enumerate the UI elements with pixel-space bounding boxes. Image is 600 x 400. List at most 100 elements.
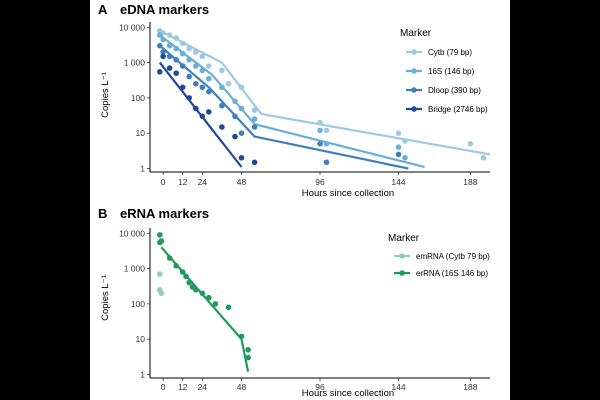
panel-b-data-point-2 <box>225 304 232 311</box>
panel-a-title: eDNA markers <box>120 2 209 17</box>
panel-b-y-tick-label: 10 000 <box>119 228 145 238</box>
panel-a-data-point-4 <box>179 84 186 91</box>
panel-a-data-point-2 <box>395 144 402 150</box>
panel-b-data-point-2 <box>183 273 189 280</box>
panel-a-legend-label-3: Dloop (390 bp) <box>428 86 481 95</box>
panel-a-data-point-1 <box>317 119 323 126</box>
panel-a-fit-line-2 <box>159 34 425 169</box>
panel-a-data-point-2 <box>323 141 330 147</box>
panel-a-data-point-2 <box>157 32 163 38</box>
panel-b-title: eRNA markers <box>120 206 209 221</box>
panel-a-x-tick-label: 0 <box>161 177 166 187</box>
panel-a-legend-key-point-2 <box>411 68 417 74</box>
panel-b-data-point-2 <box>199 290 206 297</box>
panel-a-data-point-3 <box>251 124 258 130</box>
panel-a-data-point-3 <box>323 159 330 166</box>
panel-a-data-point-2 <box>186 57 192 63</box>
panel-a-data-point-3 <box>238 130 245 136</box>
panel-a-data-point-3 <box>193 81 199 87</box>
panel-a-data-point-2 <box>402 155 408 161</box>
panel-a-data-point-2 <box>179 50 186 57</box>
panel-a-data-point-1 <box>173 35 179 41</box>
panel-b-data-point-2 <box>212 301 219 307</box>
panel-a-y-tick-label: 100 <box>131 93 145 103</box>
panel-a-x-tick-label: 48 <box>237 177 247 187</box>
panel-b-legend-title: Marker <box>388 233 420 244</box>
panel-a-x-tick-label: 96 <box>315 177 325 187</box>
panel-a-data-point-4 <box>219 124 225 130</box>
panel-a-data-point-2 <box>166 42 173 49</box>
panel-b-y-axis-title: Copies L⁻¹ <box>100 275 111 321</box>
panel-b-data-point-2 <box>245 347 251 353</box>
panel-a-data-point-1 <box>186 45 192 52</box>
panel-b-x-tick-label: 24 <box>198 382 208 392</box>
panel-a-letter: A <box>98 2 108 17</box>
panel-a-data-point-2 <box>173 45 179 52</box>
panel-a-data-point-1 <box>323 127 330 134</box>
panel-a-y-tick-label: 1 000 <box>124 58 146 68</box>
panel-a-data-point-1 <box>467 141 474 147</box>
panel-a-data-point-2 <box>160 36 166 43</box>
panel-a-data-point-3 <box>317 141 323 147</box>
panel-a-data-point-1 <box>206 63 212 69</box>
panel-a-data-point-3 <box>160 49 166 55</box>
panel-b-y-tick-label: 100 <box>131 299 145 309</box>
panel-a-data-point-4 <box>166 65 173 71</box>
panel-b-data-point-2 <box>245 354 251 361</box>
panel-a-data-point-4 <box>199 113 206 120</box>
panel-a-data-point-4 <box>186 95 192 101</box>
panel-b-data-point-2 <box>206 294 212 301</box>
panel-a-data-point-3 <box>173 57 179 63</box>
panel-a-data-point-4 <box>238 155 245 161</box>
panel-a-x-tick-label: 12 <box>178 177 188 187</box>
panel-a-legend-label-1: Cytb (79 bp) <box>428 48 472 57</box>
panel-a-x-tick-label: 144 <box>391 177 405 187</box>
panel-a-data-point-4 <box>251 159 258 166</box>
panel-a-y-tick-label: 10 000 <box>119 22 145 32</box>
panel-a-data-point-1 <box>395 130 402 136</box>
panel-a-data-point-3 <box>157 42 163 49</box>
panel-a-data-point-2 <box>219 84 225 91</box>
panel-a-data-point-4 <box>193 105 199 112</box>
panel-b-data-point-2 <box>238 333 245 340</box>
panel-a-data-point-4 <box>232 133 238 140</box>
panel-a-data-point-4 <box>173 70 179 76</box>
panel-a-y-axis-title: Copies L⁻¹ <box>100 72 111 118</box>
panel-a-data-point-2 <box>206 75 212 82</box>
panel-a-data-point-1 <box>166 32 173 38</box>
panel-b-legend-label-1: emRNA (Cytb 79 bp) <box>416 252 490 261</box>
panel-a-legend-title: Marker <box>400 28 432 39</box>
panel-a-y-tick-label: 10 <box>136 128 146 138</box>
panel-a-data-point-4 <box>206 109 212 115</box>
panel-a-data-point-3 <box>199 84 206 91</box>
panel-b-y-tick-label: 1 <box>140 369 145 379</box>
figure-canvas: A eDNA markers Hours since collection Co… <box>90 0 510 400</box>
panel-a-data-point-2 <box>193 63 199 69</box>
panel-b-x-tick-label: 0 <box>161 382 166 392</box>
panel-b-data-point-2 <box>157 239 163 246</box>
panel-a-data-point-3 <box>219 102 225 109</box>
panel-a-data-point-3 <box>166 53 173 60</box>
panel-a-data-point-3 <box>395 151 402 158</box>
panel-b-data-point-2 <box>179 269 186 275</box>
panel-a-legend-key-point-3 <box>411 87 417 93</box>
panel-a-data-point-1 <box>219 67 225 74</box>
panel-a-data-point-1 <box>251 107 258 113</box>
panel-a-data-point-1 <box>402 138 408 144</box>
panel-b-data-point-2 <box>166 255 173 261</box>
panel-a-data-point-1 <box>225 81 232 87</box>
panel-a-legend-key-point-1 <box>411 49 417 55</box>
panel-a-x-tick-label: 188 <box>463 177 477 187</box>
panel-b-data-point-1 <box>158 290 165 297</box>
panel-a-y-tick-label: 1 <box>140 163 145 173</box>
panel-b-legend-key-point-2 <box>399 270 405 276</box>
panel-a-x-axis-title: Hours since collection <box>302 188 394 199</box>
panel-b-data-point-2 <box>157 232 163 238</box>
panel-a-x-tick-label: 24 <box>198 177 208 187</box>
panel-b-letter: B <box>98 206 107 221</box>
panel-a-legend-key-point-4 <box>411 106 417 112</box>
panel-a-data-point-1 <box>179 40 186 47</box>
panel-a-data-point-3 <box>179 63 186 69</box>
panel-b-x-tick-label: 48 <box>237 382 247 392</box>
figure-svg: A eDNA markers Hours since collection Co… <box>98 2 491 399</box>
